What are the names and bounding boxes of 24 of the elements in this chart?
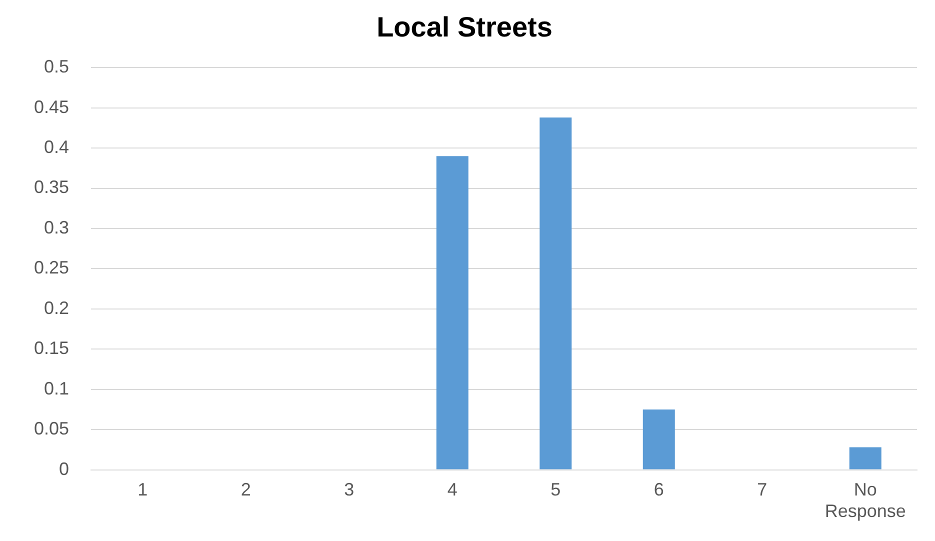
x-tick-label: No Response — [824, 480, 906, 522]
y-tick-label: 0.05 — [34, 418, 70, 439]
bar — [642, 409, 675, 470]
y-tick-label: 0 — [59, 458, 70, 479]
x-tick-label: 1 — [138, 480, 148, 500]
y-tick-label: 0.1 — [44, 378, 70, 398]
y-tick-label: 0.2 — [44, 298, 70, 318]
x-tick-label: 2 — [240, 480, 251, 500]
y-tick-label: 0.15 — [34, 338, 70, 358]
x-tick-label: 7 — [757, 480, 768, 500]
y-tick-label: 0.4 — [44, 137, 70, 158]
bar — [849, 447, 882, 470]
x-tick-label: 5 — [550, 480, 561, 500]
bar — [540, 117, 572, 470]
x-tick-label: 3 — [344, 480, 354, 500]
y-tick-label: 0.45 — [34, 96, 70, 117]
y-tick-label: 0.25 — [34, 258, 70, 278]
x-tick-label: 6 — [654, 480, 664, 500]
y-tick-label: 0.35 — [34, 177, 70, 198]
chart-title: Local Streets — [376, 12, 552, 43]
y-tick-label: 0.3 — [44, 217, 70, 238]
y-tick-label: 0.5 — [44, 56, 70, 77]
bar — [436, 156, 468, 470]
x-tick-label: 4 — [447, 480, 458, 500]
